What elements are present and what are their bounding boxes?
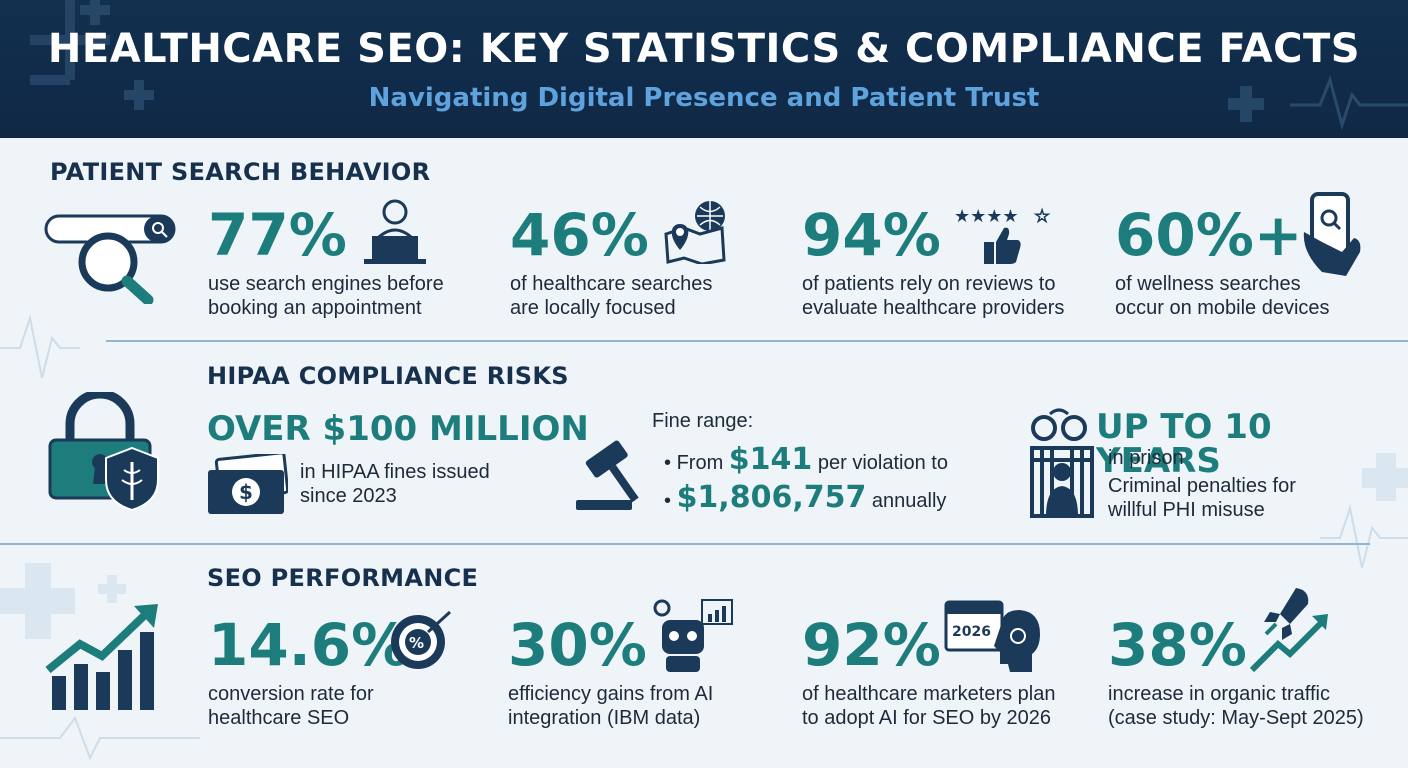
stat-desc-search-engines: use search engines before booking an appo… bbox=[208, 273, 444, 319]
mobile-search-icon bbox=[1303, 192, 1361, 276]
background-decoration bbox=[0, 314, 1408, 761]
page-title: HEALTHCARE SEO: KEY STATISTICS & COMPLIA… bbox=[47, 26, 1361, 72]
stat-mobile-searches: 60%+ bbox=[1115, 201, 1303, 269]
stat-desc-marketers-ai: of healthcare marketers plan to adopt AI … bbox=[802, 683, 1056, 729]
page-subtitle: Navigating Digital Presence and Patient … bbox=[368, 83, 1040, 113]
stat-desc-mobile-searches: of wellness searches occur on mobile devi… bbox=[1115, 273, 1330, 319]
stat-marketers-ai: 92% bbox=[802, 611, 941, 679]
stars-thumbs-up-icon: ★★★★ ☆ bbox=[954, 206, 1051, 264]
stat-desc-ai-efficiency: efficiency gains from AI integration (IBM… bbox=[508, 683, 714, 729]
prison-bars-icon bbox=[1030, 446, 1094, 518]
map-pin-globe-icon bbox=[664, 201, 726, 264]
money-icon: $ bbox=[208, 454, 288, 514]
gavel-icon bbox=[576, 440, 639, 510]
stat-ai-efficiency: 30% bbox=[508, 611, 647, 679]
section-divider-1 bbox=[106, 340, 1408, 342]
stat-desc-conversion-rate: conversion rate for healthcare SEO bbox=[208, 683, 374, 729]
stat-local-searches: 46% bbox=[510, 201, 649, 269]
header-banner: HEALTHCARE SEO: KEY STATISTICS & COMPLIA… bbox=[0, 0, 1408, 138]
handcuffs-icon bbox=[1031, 408, 1087, 441]
svg-text:☆: ☆ bbox=[1034, 206, 1050, 227]
medical-shield-icon bbox=[105, 446, 159, 512]
svg-text:★★★★: ★★★★ bbox=[954, 206, 1019, 227]
section-divider-2 bbox=[0, 543, 1370, 545]
fine-range-to: • $1,806,757 annually bbox=[664, 480, 947, 515]
stat-reviews: 94% bbox=[802, 201, 941, 269]
svg-text:%: % bbox=[409, 634, 424, 652]
stat-desc-organic-traffic: increase in organic traffic (case study: … bbox=[1108, 683, 1364, 729]
person-laptop-icon bbox=[364, 199, 426, 264]
section-title-patient-search: PATIENT SEARCH BEHAVIOR bbox=[50, 158, 431, 186]
target-percent-icon: % bbox=[391, 610, 452, 669]
svg-text:2026: 2026 bbox=[952, 624, 991, 640]
stat-desc-prison: in prison Criminal penalties for willful P… bbox=[1108, 447, 1296, 521]
svg-text:$: $ bbox=[239, 480, 253, 504]
stat-conversion-rate: 14.6% bbox=[208, 611, 410, 679]
stat-prison: UP TO 10 YEARS bbox=[1096, 407, 1272, 481]
section-title-hipaa: HIPAA COMPLIANCE RISKS bbox=[207, 362, 569, 390]
stat-desc-hipaa-fines: in HIPAA fines issued since 2023 bbox=[300, 461, 490, 507]
section-title-seo-performance: SEO PERFORMANCE bbox=[207, 564, 479, 592]
rocket-arrow-icon bbox=[1250, 588, 1328, 673]
growth-bar-chart-icon bbox=[45, 604, 158, 710]
fine-range-label: Fine range: bbox=[652, 410, 754, 432]
search-bar-magnifier-icon bbox=[44, 214, 176, 304]
robot-chart-icon bbox=[653, 599, 733, 672]
stat-search-engines: 77% bbox=[208, 201, 347, 269]
stat-desc-local-searches: of healthcare searches are locally focuse… bbox=[510, 273, 713, 319]
fine-range-from: • From $141 per violation to bbox=[664, 442, 948, 477]
calendar-brain-icon: 2026 bbox=[944, 600, 1040, 672]
header-decoration bbox=[30, 0, 1408, 131]
stat-hipaa-fines: OVER $100 MILLION bbox=[207, 409, 589, 449]
stat-organic-traffic: 38% bbox=[1108, 611, 1247, 679]
stat-desc-reviews: of patients rely on reviews to evaluate h… bbox=[802, 273, 1065, 319]
